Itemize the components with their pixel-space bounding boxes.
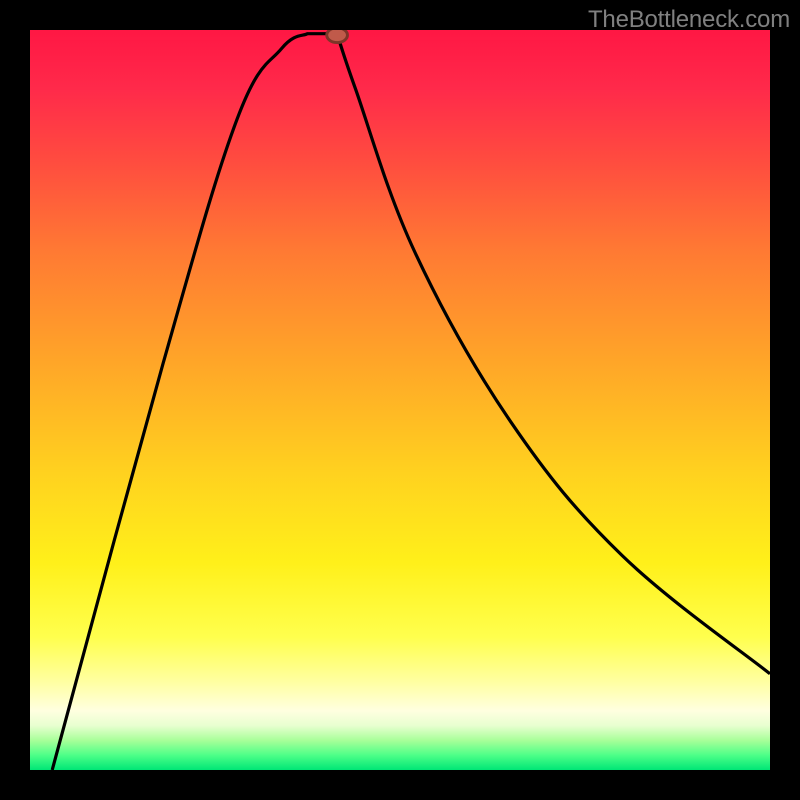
watermark-text: TheBottleneck.com [588, 6, 790, 34]
minimum-marker [327, 30, 348, 43]
plot-area [30, 30, 770, 770]
bottleneck-curve [52, 34, 770, 770]
curve-layer [30, 30, 770, 770]
